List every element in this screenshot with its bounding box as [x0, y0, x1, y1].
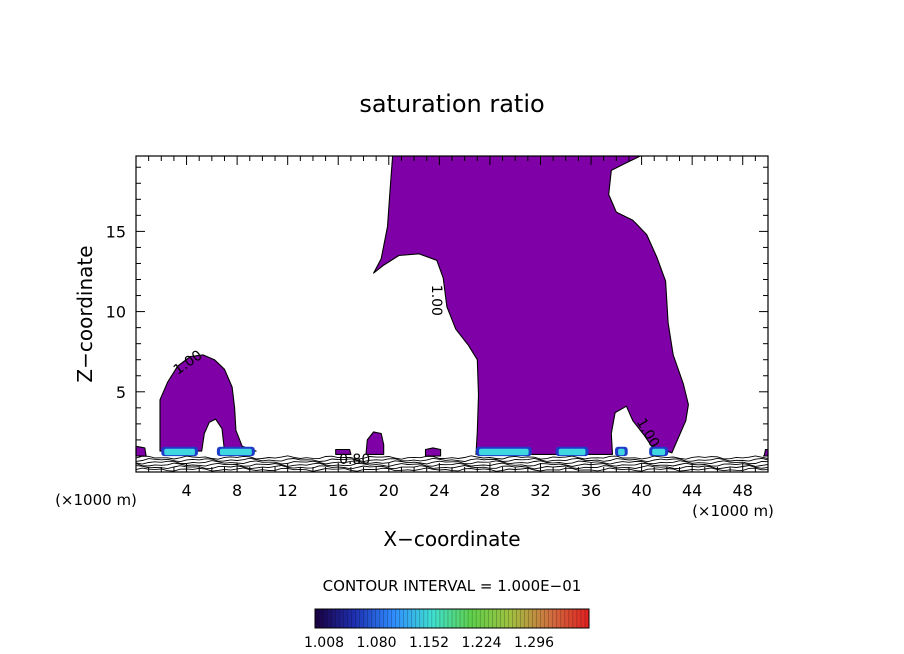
x-tick-label-40: 40	[631, 481, 651, 500]
y-tick-label-15: 15	[106, 222, 126, 241]
region-small-bump-18	[365, 431, 385, 455]
y-axis-label: Z−coordinate	[73, 245, 97, 382]
x-tick-label-44: 44	[682, 481, 702, 500]
y-tick-label-5: 5	[116, 383, 126, 402]
x-tick-label-8: 8	[232, 481, 242, 500]
colorbar-label-1: 1.080	[356, 635, 396, 651]
region-left-edge-blob	[135, 445, 147, 457]
x-tick-label-36: 36	[581, 481, 601, 500]
colorbar	[314, 608, 590, 629]
band-inner-1	[219, 448, 252, 456]
contour-fills	[135, 155, 769, 457]
y-tick-label-10: 10	[106, 303, 126, 322]
colorbar-stripes	[314, 609, 586, 628]
x-tick-label-12: 12	[278, 481, 298, 500]
x-tick-label-48: 48	[733, 481, 753, 500]
colorbar-labels: 1.008 1.080 1.152 1.224 1.296	[304, 635, 554, 651]
x-axis-units-left: (×1000 m)	[55, 491, 137, 509]
region-big-cloud	[373, 155, 689, 455]
y-axis-ticks: 5 10 15	[106, 166, 768, 457]
band-inner-3	[558, 448, 586, 456]
colorbar-label-0: 1.008	[304, 635, 344, 651]
contour-interval-text: CONTOUR INTERVAL = 1.000E−01	[323, 577, 582, 595]
x-tick-label-24: 24	[429, 481, 449, 500]
x-tick-label-28: 28	[480, 481, 500, 500]
colorbar-label-4: 1.296	[514, 635, 554, 651]
x-axis-ticks: 4 8 12 16 20 24 28 32 36 40 44 48	[148, 156, 756, 500]
x-tick-label-16: 16	[328, 481, 348, 500]
band-inner-5	[652, 448, 666, 456]
region-small-bump-16	[335, 448, 352, 455]
band-inner-0	[164, 448, 195, 456]
contour-label-1: 1.00	[428, 285, 444, 316]
surface-contour-2	[135, 462, 769, 467]
x-axis-label: X−coordinate	[383, 527, 520, 551]
band-inner-4	[618, 448, 625, 456]
x-axis-units-right: (×1000 m)	[692, 502, 774, 520]
band-inner-2	[479, 448, 529, 456]
colorbar-label-3: 1.224	[461, 635, 501, 651]
cyan-bands	[161, 446, 669, 457]
region-small-bump-23	[424, 447, 442, 457]
surface-contour-3	[135, 460, 769, 465]
x-tick-label-20: 20	[379, 481, 399, 500]
chart-title: saturation ratio	[359, 90, 544, 118]
region-left-cloud	[159, 354, 257, 452]
surface-contour-5	[135, 455, 769, 460]
x-tick-label-32: 32	[530, 481, 550, 500]
colorbar-label-2: 1.152	[409, 635, 449, 651]
contour-label-3: 0.80	[339, 452, 370, 468]
x-tick-label-4: 4	[181, 481, 191, 500]
surface-contour-4	[135, 457, 769, 463]
